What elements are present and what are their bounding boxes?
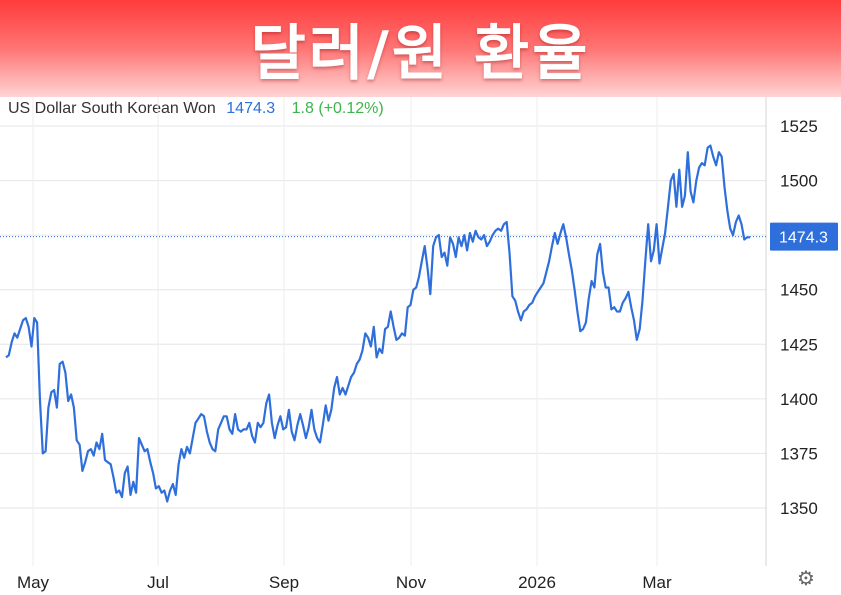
x-tick-label: Jul: [147, 573, 169, 592]
exchange-rate-chart[interactable]: 1350 1375 1400 1425 1450 1500 1525 May Jul Sep No…: [0, 97, 841, 595]
y-tick-label: 1350: [780, 499, 818, 518]
gear-icon[interactable]: ⚙: [797, 568, 815, 590]
price-series-line: [5, 144, 750, 503]
last-price-tag: 1474.3: [770, 222, 838, 251]
last-price-tag-bg: [770, 222, 838, 251]
banner-title: 달러/원 환율: [250, 19, 591, 89]
x-axis-ticks: May Jul Sep Nov 2026 Mar: [17, 573, 672, 592]
x-tick-label: Sep: [269, 573, 299, 592]
price-change: 1.8 (+0.12%): [291, 100, 384, 117]
x-tick-label: Mar: [642, 573, 672, 592]
x-tick-label: 2026: [518, 573, 556, 592]
y-tick-label: 1450: [780, 281, 818, 300]
instrument-name: US Dollar South Korean Won: [8, 100, 216, 117]
y-tick-label: 1400: [780, 390, 818, 409]
gridlines: [0, 97, 766, 566]
y-axis-ticks: 1350 1375 1400 1425 1450 1500 1525: [780, 117, 818, 518]
instrument-header: US Dollar South Korean Won 1474.3 1.8 (+…: [8, 100, 384, 118]
title-banner: 달러/원 환율: [0, 0, 841, 97]
y-tick-label: 1500: [780, 172, 818, 191]
x-tick-label: Nov: [396, 573, 427, 592]
current-price: 1474.3: [226, 100, 276, 117]
x-tick-label: May: [17, 573, 50, 592]
y-tick-label: 1375: [780, 444, 818, 463]
last-price-tag-text: 1474.3: [779, 230, 828, 247]
y-tick-label: 1425: [780, 335, 818, 354]
y-tick-label: 1525: [780, 117, 818, 136]
